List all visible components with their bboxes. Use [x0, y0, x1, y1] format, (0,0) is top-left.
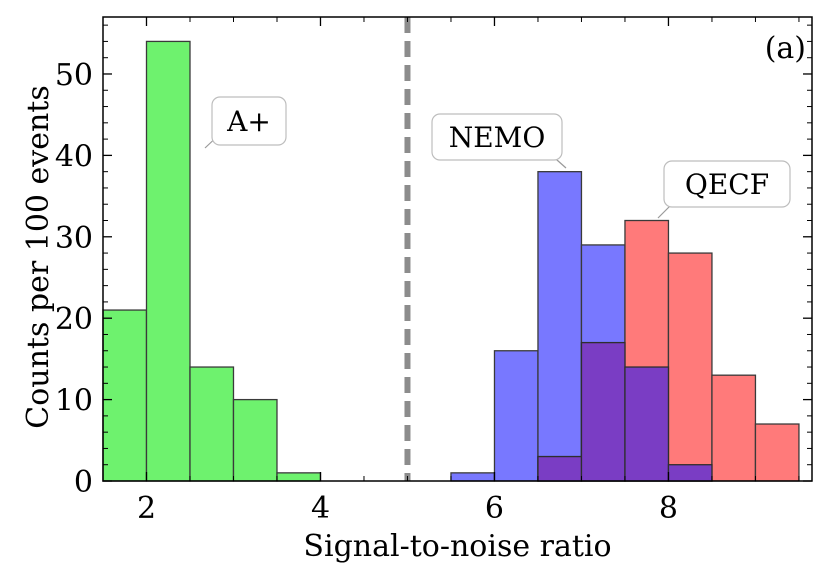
bar-a-1: [145, 40, 191, 482]
y-axis-title: Counts per 100 events: [21, 85, 56, 429]
y-tick-label: 30: [55, 221, 93, 256]
bar-nemo-2: [537, 171, 583, 482]
x-tick-label: 2: [137, 491, 156, 526]
y-tick-label: 40: [55, 139, 93, 174]
overlap-bar-4: [624, 366, 670, 482]
bar-qecf-3: [667, 252, 713, 482]
annotation-qecf: QECF: [657, 160, 791, 219]
annotation-nemo: NEMO: [431, 113, 567, 169]
x-tick-label: 6: [485, 491, 504, 526]
x-tick-label: 8: [659, 491, 678, 526]
y-tick-label: 0: [74, 465, 93, 500]
panel-label: (a): [765, 31, 806, 66]
y-tick-label: 50: [55, 58, 93, 93]
annotation-qecf-box: [663, 160, 791, 208]
bar-a-3: [232, 398, 278, 482]
annotation-aplus-text: A+: [226, 105, 271, 138]
bar-nemo-1: [493, 350, 539, 482]
bar-a-2: [189, 366, 235, 482]
bar-qecf-5: [754, 423, 800, 482]
x-tick-label: 4: [311, 491, 330, 526]
ticks-layer: 2 4 6 8 0 10 20 30 40 50: [55, 17, 812, 526]
overlap-bar-3: [580, 341, 626, 482]
bar-qecf-4: [711, 374, 757, 482]
plot-frame: [102, 16, 813, 482]
overlap-layer: [537, 341, 713, 482]
bar-a-4: [276, 472, 322, 482]
y-tick-label: 20: [55, 302, 93, 337]
bar-a-0: [102, 309, 148, 482]
bar-nemo-0: [450, 472, 496, 482]
annotation-nemo-text: NEMO: [449, 121, 546, 154]
x-axis-title: Signal-to-noise ratio: [303, 529, 611, 564]
bars-layer: [102, 40, 800, 482]
overlap-bar-2: [537, 455, 583, 482]
annotation-qecf-text: QECF: [685, 168, 769, 201]
annotation-aplus-box: [211, 96, 287, 146]
y-tick-label: 10: [55, 384, 93, 419]
overlap-bar-5: [667, 464, 713, 482]
annotation-aplus: A+: [204, 96, 287, 149]
annotation-nemo-box: [431, 113, 563, 161]
